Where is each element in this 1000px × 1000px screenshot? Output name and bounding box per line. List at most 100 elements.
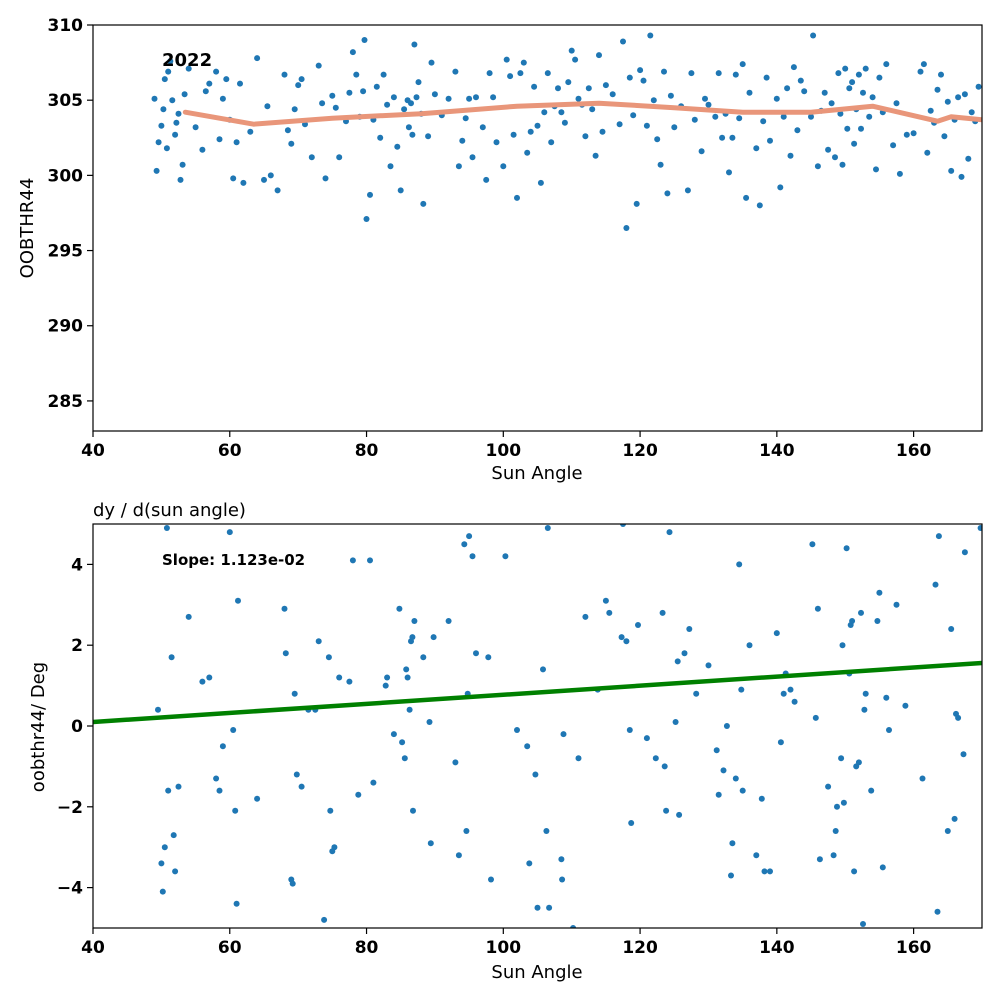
top-data-point <box>298 76 305 83</box>
top-data-point <box>377 134 384 141</box>
top-data-point <box>794 127 801 134</box>
top-data-point <box>206 80 213 87</box>
bottom-data-point <box>560 731 567 738</box>
bottom-data-point <box>919 775 926 782</box>
top-data-point <box>527 128 534 135</box>
top-data-point <box>420 200 427 207</box>
top-data-point <box>647 32 654 39</box>
bottom-data-point <box>723 723 730 729</box>
bottom-data-point <box>955 714 962 721</box>
top-data-point <box>373 83 380 90</box>
bottom-data-point <box>206 674 213 681</box>
top-data-point <box>192 124 199 131</box>
bottom-data-point <box>219 743 226 750</box>
bottom-data-point <box>404 674 411 681</box>
top-data-point <box>415 79 422 86</box>
bottom-data-point <box>466 533 473 540</box>
bottom-data-point <box>370 779 377 786</box>
top-data-point <box>821 89 828 96</box>
top-data-point <box>910 130 917 137</box>
top-data-point <box>637 67 644 74</box>
top-data-point <box>181 91 188 98</box>
bottom-data-point <box>705 662 712 669</box>
top-data-point <box>264 103 271 110</box>
bottom-data-point <box>720 767 727 774</box>
bottom-data-point <box>767 868 773 875</box>
top-data-point <box>185 65 192 72</box>
top-data-point <box>462 115 469 122</box>
top-data-point <box>582 133 589 140</box>
bottom-data-point <box>534 904 541 911</box>
bottom-data-point <box>526 860 533 867</box>
top-annotation-year: 2022 <box>162 50 212 71</box>
top-data-point <box>712 113 719 120</box>
top-data-point <box>322 175 329 182</box>
top-data-point <box>858 125 864 132</box>
top-data-point <box>531 83 538 90</box>
bottom-data-point <box>175 783 182 790</box>
top-data-point <box>739 61 746 68</box>
bottom-data-point <box>659 609 666 616</box>
top-data-point <box>691 116 698 123</box>
top-x-tick-label: 160 <box>896 441 932 461</box>
bottom-data-point <box>834 803 840 810</box>
top-data-point <box>620 38 626 45</box>
top-data-point <box>650 97 657 104</box>
bottom-data-point <box>390 731 397 738</box>
top-data-point <box>172 131 179 138</box>
bottom-data-point <box>879 864 886 871</box>
top-data-point <box>173 119 180 126</box>
bottom-data-point <box>729 840 736 847</box>
bottom-data-point <box>663 807 670 814</box>
top-data-point <box>810 32 817 39</box>
top-data-point <box>308 154 315 161</box>
bottom-data-point <box>623 638 630 645</box>
bottom-x-tick-label: 80 <box>355 938 379 958</box>
bottom-y-tick-label: −2 <box>57 798 83 818</box>
top-x-tick-label: 140 <box>759 441 795 461</box>
top-data-point <box>230 175 237 182</box>
top-y-tick-label: 290 <box>48 317 84 337</box>
top-data-point <box>702 95 708 102</box>
top-data-point <box>846 85 853 92</box>
bottom-data-point <box>739 787 746 794</box>
bottom-data-point <box>233 900 240 907</box>
top-data-point <box>801 88 808 95</box>
bottom-data-point <box>809 541 816 548</box>
top-data-point <box>896 170 903 177</box>
bottom-data-point <box>384 674 391 681</box>
top-data-point <box>602 82 609 89</box>
bottom-data-point <box>858 609 864 616</box>
bottom-x-axis-label: Sun Angle <box>491 962 582 983</box>
bottom-data-point <box>430 634 437 641</box>
top-data-point <box>380 71 387 78</box>
bottom-data-point <box>825 783 832 790</box>
top-data-point <box>179 161 186 168</box>
bottom-data-point <box>469 553 476 560</box>
top-data-point <box>832 154 838 161</box>
bottom-data-point <box>473 650 479 657</box>
top-data-point <box>616 121 623 128</box>
top-data-point <box>390 94 397 101</box>
bottom-x-tick-label: 160 <box>896 938 932 958</box>
top-data-point <box>346 89 353 96</box>
top-y-tick-label: 295 <box>48 242 84 262</box>
top-data-point <box>808 113 814 120</box>
top-data-point <box>883 61 890 68</box>
bottom-y-tick-label: −4 <box>57 879 83 899</box>
bottom-data-point <box>367 557 373 564</box>
bottom-data-point <box>961 549 968 556</box>
bottom-data-point <box>855 759 862 766</box>
top-data-point <box>548 139 555 146</box>
top-data-point <box>490 94 497 101</box>
bottom-data-point <box>485 654 492 661</box>
bottom-data-point <box>635 622 641 628</box>
top-data-point <box>216 136 223 143</box>
bottom-data-point <box>168 654 175 661</box>
top-data-point <box>431 91 438 98</box>
top-data-point <box>387 163 394 170</box>
top-data-point <box>849 79 856 86</box>
bottom-chart-panel: 40 60 80 100 120 140 160 −4 −2 0 2 4 dy / d(sun an… <box>28 500 983 983</box>
top-y-tick-label: 300 <box>48 166 84 186</box>
bottom-data-point <box>666 529 673 536</box>
